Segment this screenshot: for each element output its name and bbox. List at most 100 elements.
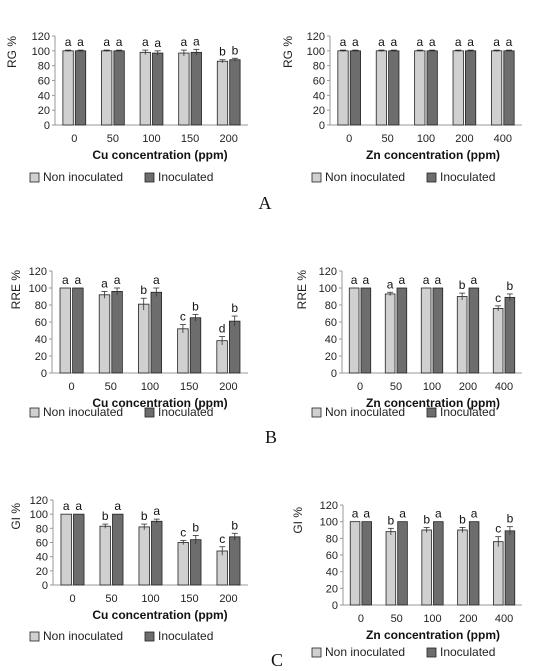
bar-non-inoculated: [414, 50, 426, 126]
y-axis-label: GI %: [9, 503, 23, 530]
y-tick-label: 0: [44, 120, 50, 132]
y-tick-label: 60: [36, 538, 48, 550]
legend-swatch-non-inoculated: [311, 407, 322, 418]
bar-inoculated: [388, 50, 400, 126]
legend-label-non-inoculated: Non inoculated: [43, 629, 123, 643]
bar-non-inoculated: [101, 50, 113, 126]
y-tick-label: 40: [313, 90, 325, 102]
legend-label-non-inoculated: Non inoculated: [325, 645, 405, 659]
bar-inoculated: [468, 287, 480, 374]
y-tick-label: 100: [307, 46, 325, 58]
significance-letter: c: [495, 522, 501, 536]
bar-inoculated: [74, 50, 87, 126]
x-tick-label: 400: [495, 381, 513, 393]
y-tick-label: 80: [313, 61, 325, 73]
x-tick-label: 150: [181, 133, 199, 145]
bar-inoculated: [72, 287, 84, 374]
significance-letter: b: [388, 513, 395, 527]
bar-non-inoculated: [139, 51, 151, 126]
legend-swatch-non-inoculated: [29, 631, 40, 642]
significance-letter: a: [363, 507, 370, 521]
bar-non-inoculated: [177, 328, 189, 374]
significance-letter: a: [75, 499, 82, 513]
significance-letter: b: [231, 301, 238, 315]
y-tick-label: 100: [30, 509, 48, 521]
significance-letter: b: [192, 520, 199, 534]
significance-letter: c: [495, 291, 501, 305]
y-tick-label: 60: [313, 76, 325, 88]
bar-inoculated: [228, 320, 241, 374]
y-tick-label: 80: [36, 523, 48, 535]
bar-inoculated: [396, 287, 408, 374]
significance-letter: a: [340, 35, 347, 49]
significance-letter: a: [387, 277, 394, 291]
legend-label-non-inoculated: Non inoculated: [43, 405, 123, 419]
bar-inoculated: [229, 59, 241, 126]
x-tick-label: 100: [417, 133, 435, 145]
y-tick-label: 20: [325, 351, 337, 363]
y-tick-label: 100: [29, 283, 47, 295]
bar-inoculated: [468, 521, 480, 606]
significance-letter: a: [435, 273, 442, 287]
significance-letter: a: [429, 35, 436, 49]
y-tick-label: 20: [36, 566, 48, 578]
x-tick-label: 200: [219, 381, 237, 393]
y-tick-label: 60: [38, 76, 50, 88]
y-tick-label: 120: [30, 495, 48, 507]
x-axis-label: Cu concentration (ppm): [92, 148, 227, 162]
significance-letter: b: [141, 509, 148, 523]
x-tick-label: 0: [69, 593, 75, 605]
x-tick-label: 150: [180, 593, 198, 605]
bar-non-inoculated: [177, 542, 189, 586]
significance-letter: c: [180, 310, 186, 324]
x-tick-label: 100: [141, 381, 159, 393]
significance-letter: a: [399, 273, 406, 287]
legend-swatch-non-inoculated: [311, 647, 322, 658]
x-tick-label: 50: [390, 381, 402, 393]
bar-inoculated: [190, 539, 202, 586]
legend-label-non-inoculated: Non inoculated: [43, 170, 123, 184]
x-tick-label: 100: [141, 593, 159, 605]
legend-swatch-inoculated: [426, 172, 437, 183]
y-tick-label: 60: [326, 550, 338, 562]
panel-label-c: C: [271, 650, 283, 670]
y-tick-label: 0: [331, 368, 337, 380]
significance-letter: a: [101, 276, 108, 290]
x-tick-label: 50: [391, 613, 403, 625]
y-tick-label: 20: [38, 105, 50, 117]
significance-letter: a: [116, 35, 123, 49]
significance-letter: a: [467, 35, 474, 49]
bar-inoculated: [433, 521, 444, 606]
significance-letter: a: [390, 35, 397, 49]
bar-non-inoculated: [138, 526, 150, 586]
bar-inoculated: [349, 50, 361, 126]
significance-letter: b: [219, 45, 226, 59]
bar-non-inoculated: [216, 340, 228, 374]
x-tick-label: 200: [220, 133, 238, 145]
significance-letter: b: [423, 513, 430, 527]
bar-inoculated: [361, 521, 372, 606]
y-axis-label: RRE %: [9, 270, 23, 310]
x-tick-label: 0: [69, 381, 75, 393]
significance-letter: a: [65, 35, 72, 49]
y-axis-label: RG %: [281, 36, 295, 68]
legend-swatch-inoculated: [144, 407, 155, 418]
bar-non-inoculated: [421, 529, 432, 606]
x-tick-label: 50: [105, 593, 117, 605]
bar-non-inoculated: [456, 296, 468, 374]
significance-letter: b: [232, 43, 239, 57]
x-tick-label: 0: [346, 133, 352, 145]
bar-inoculated: [73, 513, 85, 586]
significance-letter: a: [153, 504, 160, 518]
bar-non-inoculated: [349, 521, 361, 606]
significance-letter: b: [459, 278, 466, 292]
bar-inoculated: [464, 50, 477, 126]
significance-letter: a: [103, 35, 110, 49]
bar-non-inoculated: [216, 60, 229, 126]
significance-letter: b: [192, 299, 199, 313]
y-tick-label: 120: [320, 500, 338, 512]
x-axis-label: Zn concentration (ppm): [366, 396, 500, 410]
bar-inoculated: [229, 536, 241, 586]
